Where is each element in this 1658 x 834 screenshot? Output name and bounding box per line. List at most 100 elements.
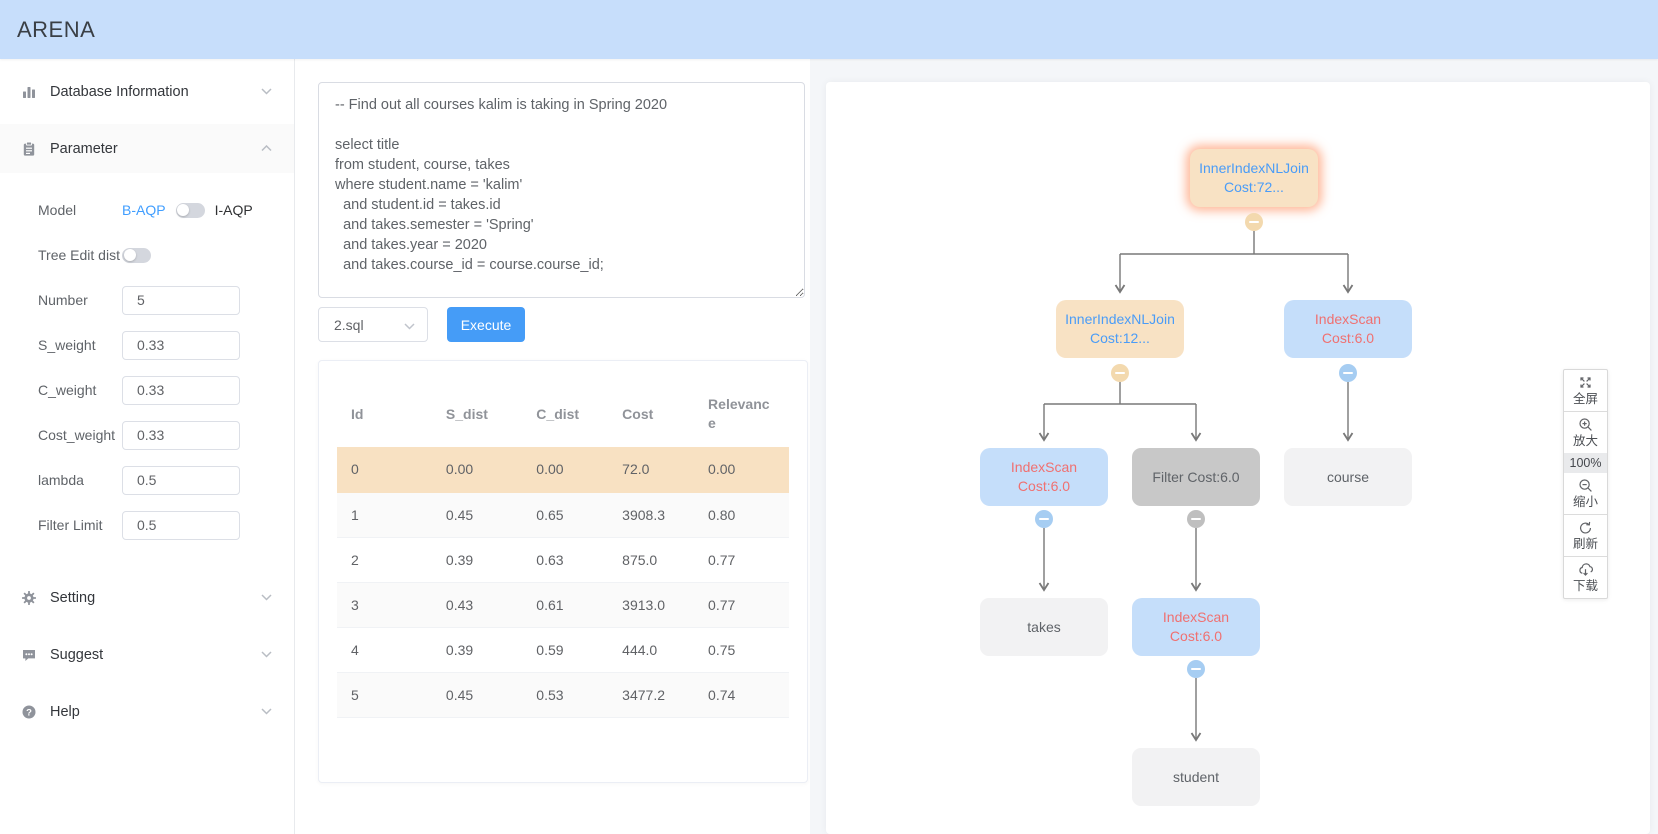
collapse-node-button[interactable] (1187, 660, 1205, 678)
model-option-iaqp[interactable]: I-AQP (214, 202, 253, 218)
plan-node-filter[interactable]: Filter Cost:6.0 (1132, 448, 1260, 506)
s-weight-input[interactable] (122, 330, 240, 360)
column-header-cost: Cost (622, 406, 654, 422)
collapse-node-button[interactable] (1245, 213, 1263, 231)
toggle-knob (123, 249, 136, 261)
canvas-toolbar: 全屏 放大 100% 缩小 (1563, 369, 1608, 599)
model-option-baqp[interactable]: B-AQP (122, 202, 166, 218)
table-cell: 0.63 (536, 551, 564, 568)
plan-node-table-takes[interactable]: takes (980, 598, 1108, 656)
chat-icon (21, 647, 37, 663)
gear-icon (21, 590, 37, 606)
table-cell: 0.45 (445, 686, 474, 703)
node-operator: Filter Cost:6.0 (1152, 468, 1240, 485)
query-plan-canvas[interactable]: InnerIndexNLJoin Cost:72... InnerIndexNL… (826, 82, 1650, 834)
table-cell: 0.43 (445, 596, 474, 613)
table-cell: 0.77 (708, 596, 736, 613)
sidebar-item-label: Database Information (50, 83, 189, 100)
table-cell: 2 (351, 551, 359, 568)
toolbar-item-label: 缩小 (1572, 495, 1598, 509)
bar-chart-icon (21, 84, 37, 100)
refresh-button[interactable]: 刷新 (1564, 515, 1607, 556)
table-row[interactable]: 5 0.45 0.53 3477.2 0.74 (337, 672, 789, 717)
results-table: Id S_dist C_dist Cost Relevance 0 0.00 0… (337, 381, 789, 718)
minus-icon (1191, 668, 1201, 671)
sidebar-item-setting[interactable]: Setting (0, 573, 294, 622)
app-header: ARENA (0, 0, 1658, 59)
sidebar-item-label: Setting (50, 589, 96, 606)
table-cell: 3477.2 (622, 686, 665, 703)
toolbar-item-label: 刷新 (1572, 537, 1598, 551)
table-cell: 0.61 (536, 596, 564, 613)
table-row[interactable]: 1 0.45 0.65 3908.3 0.80 (337, 492, 789, 537)
table-cell: 3 (351, 596, 359, 613)
cost-weight-input[interactable] (122, 420, 240, 450)
node-operator: InnerIndexNLJoin (1199, 160, 1309, 176)
download-button[interactable]: 下载 (1564, 557, 1607, 598)
filter-limit-row: Filter Limit (38, 510, 274, 540)
lambda-label: lambda (38, 472, 84, 488)
table-cell: 0.77 (708, 551, 736, 568)
results-table-card: Id S_dist C_dist Cost Relevance 0 0.00 0… (318, 360, 808, 783)
filter-limit-label: Filter Limit (38, 517, 103, 533)
table-row[interactable]: 0 0.00 0.00 72.0 0.00 (337, 447, 789, 492)
execute-button[interactable]: Execute (447, 307, 525, 342)
sql-file-select[interactable]: 2.sql (318, 307, 428, 342)
app-title: ARENA (17, 16, 96, 42)
collapse-node-button[interactable] (1187, 510, 1205, 528)
node-table-name: course (1326, 468, 1370, 485)
cost-weight-row: Cost_weight (38, 420, 274, 450)
column-header-relevance: Relevance (708, 396, 770, 431)
node-table-name: student (1173, 768, 1219, 785)
model-toggle[interactable] (175, 202, 205, 218)
node-cost: Cost:72... (1224, 179, 1284, 195)
collapse-node-button[interactable] (1035, 510, 1053, 528)
table-cell: 0.45 (445, 506, 474, 523)
node-table-name: takes (1027, 618, 1061, 635)
plan-node-table-student[interactable]: student (1132, 748, 1260, 806)
table-row[interactable]: 2 0.39 0.63 875.0 0.77 (337, 537, 789, 582)
zoom-level-indicator[interactable]: 100% (1564, 453, 1607, 473)
table-cell: 3908.3 (622, 506, 665, 523)
number-input[interactable] (122, 285, 240, 315)
collapse-node-button[interactable] (1339, 364, 1357, 382)
chevron-down-icon (261, 594, 272, 601)
sql-file-select-value: 2.sql (334, 316, 364, 333)
c-weight-label: C_weight (38, 382, 97, 398)
plan-node-left-join[interactable]: InnerIndexNLJoin Cost:12... (1056, 300, 1184, 358)
fullscreen-button[interactable]: 全屏 (1564, 370, 1607, 411)
chevron-down-icon (261, 708, 272, 715)
minus-icon (1191, 518, 1201, 521)
fullscreen-icon (1578, 375, 1593, 392)
sidebar-item-parameter[interactable]: Parameter (0, 124, 294, 173)
lambda-input[interactable] (122, 465, 240, 495)
toolbar-item-label: 下载 (1572, 579, 1598, 593)
plan-node-root-join[interactable]: InnerIndexNLJoin Cost:72... (1190, 149, 1318, 207)
filter-limit-input[interactable] (122, 510, 240, 540)
plan-node-indexscan-takes[interactable]: IndexScan Cost:6.0 (980, 448, 1108, 506)
plan-node-table-course[interactable]: course (1284, 448, 1412, 506)
table-cell: 0.59 (536, 641, 564, 658)
zoom-in-button[interactable]: 放大 (1564, 412, 1607, 453)
sidebar-item-label: Suggest (50, 646, 104, 663)
sql-editor[interactable]: -- Find out all courses kalim is taking … (318, 82, 805, 298)
minus-icon (1249, 221, 1259, 224)
collapse-node-button[interactable] (1111, 364, 1129, 382)
sidebar-item-database-information[interactable]: Database Information (0, 67, 294, 116)
table-header-row: Id S_dist C_dist Cost Relevance (337, 381, 789, 447)
parameter-form: Model B-AQP I-AQP Tree Edit dist Number … (0, 173, 294, 565)
tree-edit-dist-toggle[interactable] (122, 247, 151, 263)
toolbar-divider (1564, 411, 1607, 412)
table-row[interactable]: 4 0.39 0.59 444.0 0.75 (337, 627, 789, 672)
table-row[interactable]: 3 0.43 0.61 3913.0 0.77 (337, 582, 789, 627)
node-operator: InnerIndexNLJoin (1065, 311, 1175, 327)
zoom-out-button[interactable]: 缩小 (1564, 473, 1607, 514)
plan-node-indexscan-course[interactable]: IndexScan Cost:6.0 (1284, 300, 1412, 358)
c-weight-input[interactable] (122, 375, 240, 405)
plan-node-indexscan-student[interactable]: IndexScan Cost:6.0 (1132, 598, 1260, 656)
sidebar-item-suggest[interactable]: Suggest (0, 630, 294, 679)
toolbar-divider (1564, 514, 1607, 515)
table-cell: 444.0 (622, 641, 658, 658)
node-cost: Cost:6.0 (1169, 628, 1223, 644)
sidebar-item-help[interactable]: ? Help (0, 687, 294, 736)
